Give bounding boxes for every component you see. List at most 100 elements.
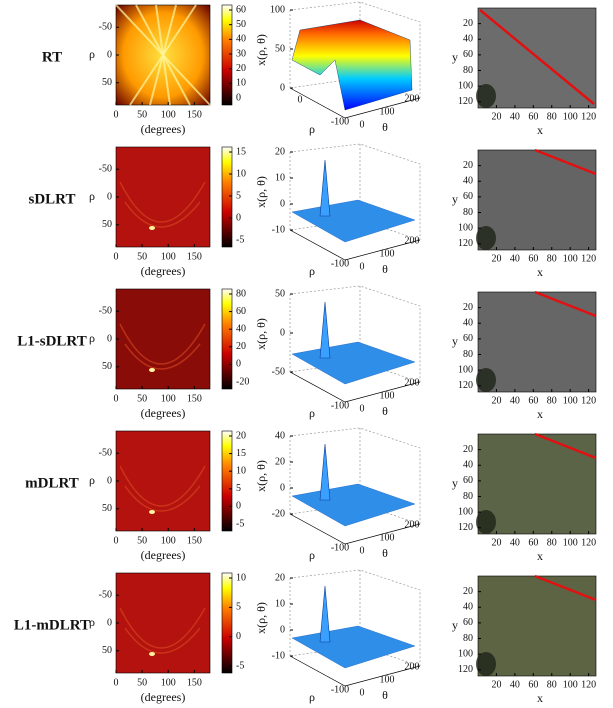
y-tick-label: 120 <box>458 380 473 391</box>
surface <box>291 341 416 385</box>
detected-line <box>534 574 597 602</box>
rho-axis-label: ρ <box>309 264 315 278</box>
z-axis-label: x(ρ, θ) <box>254 460 268 492</box>
x-tick-label: 150 <box>187 535 202 546</box>
y-tick-label: 100 <box>458 222 473 233</box>
surface-peak <box>319 443 331 501</box>
detected-line <box>534 148 597 176</box>
x-tick-label: 150 <box>187 109 202 120</box>
y-tick-label: -50 <box>99 164 112 175</box>
z-tick-label: 0 <box>280 482 285 493</box>
colorbar <box>221 288 233 390</box>
heatmap <box>115 430 211 532</box>
theta-tick-label: 200 <box>405 519 420 530</box>
theta-tick-label: 200 <box>405 93 420 104</box>
x-tick-label: 60 <box>528 395 538 406</box>
rho-tick-label: -100 <box>331 116 349 127</box>
x-tick-label: 0 <box>114 251 119 262</box>
colorbar <box>221 146 233 248</box>
x-axis-label: (degrees) <box>141 264 186 278</box>
y-axis-label: y <box>452 618 458 632</box>
colorbar-tick-label: 30 <box>236 48 246 59</box>
y-tick-label: 50 <box>102 645 112 656</box>
row-label: RT <box>42 49 62 65</box>
x-axis-label: (degrees) <box>141 548 186 562</box>
z-tick-label: 20 <box>275 456 285 467</box>
colorbar-tick-label: 20 <box>236 341 246 352</box>
x-tick-label: 60 <box>528 537 538 548</box>
theta-axis-label: θ <box>382 404 388 418</box>
colorbar-tick-label: 60 <box>236 306 246 317</box>
row-label: sDLRT <box>29 191 76 207</box>
heatmap <box>115 288 211 390</box>
y-tick-label: 80 <box>463 633 473 644</box>
row: RT ρ -50 0 50 0 50 100 150(degrees) 0 10 20 30 40 50 60… <box>42 1 597 137</box>
z-tick-label: 0 <box>280 624 285 635</box>
surface-floor <box>289 229 421 261</box>
colorbar-tick-label: 5 <box>236 190 241 201</box>
x-tick-label: 100 <box>161 109 176 120</box>
z-tick-label: 50 <box>275 288 285 299</box>
theta-axis-label: θ <box>382 546 388 560</box>
y-tick-label: 60 <box>463 191 473 202</box>
y-tick-label: 60 <box>463 49 473 60</box>
y-tick-label: -50 <box>99 590 112 601</box>
detected-line <box>534 290 597 318</box>
y-tick-label: 50 <box>102 219 112 230</box>
x-tick-label: 50 <box>137 251 147 262</box>
x-tick-label: 40 <box>510 111 520 122</box>
x-tick-label: 60 <box>528 253 538 264</box>
y-tick-label: 100 <box>458 364 473 375</box>
y-tick-label: -50 <box>99 22 112 33</box>
y-tick-label: 0 <box>107 617 112 628</box>
y-tick-label: 50 <box>102 361 112 372</box>
colorbar-tick-label: 0 <box>236 501 241 512</box>
colorbar-tick-label: 0 <box>236 359 241 370</box>
detected-line <box>479 9 595 105</box>
y-tick-label: 0 <box>107 333 112 344</box>
heatmap <box>115 572 211 674</box>
theta-tick-label: 100 <box>380 674 395 685</box>
image <box>477 291 597 393</box>
theta-tick-label: 100 <box>380 390 395 401</box>
x-axis-label: (degrees) <box>141 122 186 136</box>
heatmap-texture <box>119 607 206 654</box>
z-tick-label: -20 <box>272 508 285 519</box>
colorbar <box>221 4 233 106</box>
z-tick-label: 0 <box>280 198 285 209</box>
y-axis-label: ρ <box>89 47 95 61</box>
z-axis-label: x(ρ, θ) <box>254 34 268 66</box>
surface-peak <box>319 301 331 359</box>
heatmap-peak <box>149 226 155 230</box>
detected-line <box>534 432 597 460</box>
colorbar-tick-label: -5 <box>236 660 244 671</box>
x-tick-label: 60 <box>528 111 538 122</box>
image-shadow <box>476 368 496 392</box>
x-axis-label: (degrees) <box>141 406 186 420</box>
image <box>477 433 597 535</box>
colorbar-tick-label: 10 <box>236 168 246 179</box>
x-tick-label: 40 <box>510 679 520 690</box>
colorbar-tick-label: -5 <box>236 518 244 529</box>
x-axis-label: x <box>537 691 543 705</box>
colorbar-tick-label: 15 <box>236 448 246 459</box>
y-tick-label: 120 <box>458 238 473 249</box>
theta-axis-label: θ <box>382 120 388 134</box>
colorbar-tick-label: 10 <box>236 78 246 89</box>
rho-axis-label: ρ <box>309 122 315 136</box>
surface-floor <box>289 87 421 119</box>
z-tick-label: 0 <box>280 82 285 93</box>
x-axis-label: x <box>537 123 543 137</box>
x-tick-label: 100 <box>161 535 176 546</box>
rho-tick-label: -100 <box>331 684 349 695</box>
y-tick-label: -50 <box>99 448 112 459</box>
z-tick-label: 20 <box>275 572 285 583</box>
x-tick-label: 40 <box>510 537 520 548</box>
theta-tick-label: 100 <box>380 248 395 259</box>
rho-axis-label: ρ <box>309 690 315 704</box>
surface <box>291 19 413 111</box>
z-tick-label: -10 <box>272 650 285 661</box>
z-tick-label: 100 <box>270 4 285 15</box>
y-tick-label: 20 <box>463 586 473 597</box>
